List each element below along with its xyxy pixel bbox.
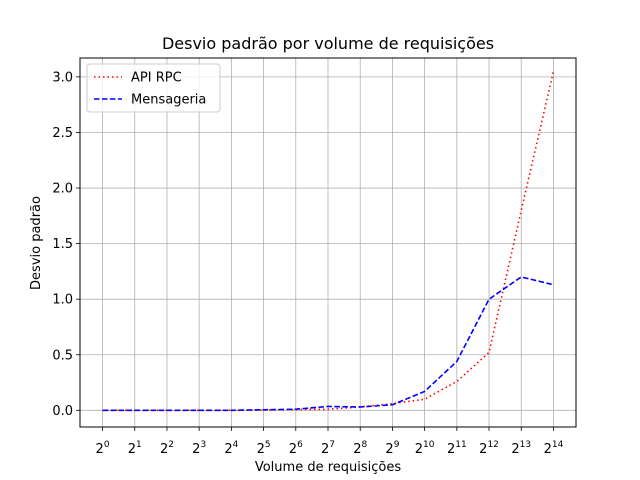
x-tick-base: 2 <box>353 442 361 457</box>
x-tick-exponent: 1 <box>136 440 142 450</box>
x-tick-base: 2 <box>479 442 487 457</box>
x-tick-exponent: 8 <box>361 440 367 450</box>
x-tick-base: 2 <box>257 442 265 457</box>
chart-title: Desvio padrão por volume de requisições <box>162 34 494 53</box>
series-line-1 <box>102 276 554 412</box>
legend-entry: API RPC <box>131 71 182 86</box>
x-tick-exponent: 2 <box>168 440 174 450</box>
x-tick-exponent: 3 <box>200 440 206 450</box>
y-axis-ticks: 0.0 0.5 1.0 1.5 2.0 2.5 3.0 <box>52 70 80 419</box>
y-tick-label: 2.5 <box>52 126 73 141</box>
x-tick-exponent: 9 <box>394 440 400 450</box>
x-tick-label: 25 <box>257 440 271 457</box>
y-tick-label: 0.0 <box>52 404 73 419</box>
x-tick-base: 2 <box>385 442 393 457</box>
x-tick-exponent: 11 <box>455 440 466 450</box>
y-axis-label: Desvio padrão <box>29 196 44 290</box>
y-tick-label: 1.0 <box>52 293 73 308</box>
x-tick-base: 2 <box>192 442 200 457</box>
x-tick-exponent: 7 <box>329 440 335 450</box>
x-tick-label: 24 <box>224 440 238 457</box>
x-tick-label: 29 <box>385 440 399 457</box>
x-tick-label: 210 <box>415 440 435 457</box>
y-tick-label: 0.5 <box>52 348 73 363</box>
x-tick-exponent: 0 <box>104 440 110 450</box>
x-tick-label: 211 <box>447 440 467 457</box>
x-tick-base: 2 <box>96 442 104 457</box>
x-tick-base: 2 <box>544 442 552 457</box>
series-lines <box>102 71 555 412</box>
x-tick-base: 2 <box>511 442 519 457</box>
x-tick-label: 214 <box>544 440 564 457</box>
x-tick-label: 27 <box>321 440 335 457</box>
x-tick-base: 2 <box>415 442 423 457</box>
legend: API RPC Mensageria <box>86 63 221 113</box>
x-tick-exponent: 10 <box>423 440 435 450</box>
x-tick-label: 28 <box>353 440 367 457</box>
x-tick-exponent: 4 <box>233 440 239 450</box>
x-tick-label: 26 <box>289 440 303 457</box>
x-tick-exponent: 6 <box>297 440 303 450</box>
x-tick-base: 2 <box>321 442 329 457</box>
legend-entry: Mensageria <box>131 93 206 108</box>
x-axis-label: Volume de requisições <box>255 460 402 475</box>
x-tick-exponent: 12 <box>487 440 498 450</box>
x-tick-label: 20 <box>96 440 110 457</box>
x-tick-label: 213 <box>511 440 531 457</box>
series-line-0 <box>102 71 555 412</box>
x-tick-label: 23 <box>192 440 206 457</box>
x-tick-label: 21 <box>128 440 142 457</box>
y-tick-label: 3.0 <box>52 70 73 85</box>
x-tick-base: 2 <box>224 442 232 457</box>
x-tick-label: 212 <box>479 440 499 457</box>
x-tick-exponent: 5 <box>265 440 271 450</box>
y-tick-label: 2.0 <box>52 182 73 197</box>
y-tick-label: 1.5 <box>52 237 73 252</box>
x-axis-ticks: 20 21 22 23 24 25 26 27 28 29 210 211 212 213 214 <box>96 427 564 457</box>
x-tick-base: 2 <box>447 442 455 457</box>
x-tick-exponent: 14 <box>552 440 564 450</box>
x-tick-base: 2 <box>128 442 136 457</box>
grid <box>80 58 576 427</box>
x-tick-base: 2 <box>289 442 297 457</box>
x-tick-exponent: 13 <box>520 440 531 450</box>
legend-box <box>86 63 221 113</box>
x-tick-base: 2 <box>160 442 168 457</box>
x-tick-label: 22 <box>160 440 174 457</box>
